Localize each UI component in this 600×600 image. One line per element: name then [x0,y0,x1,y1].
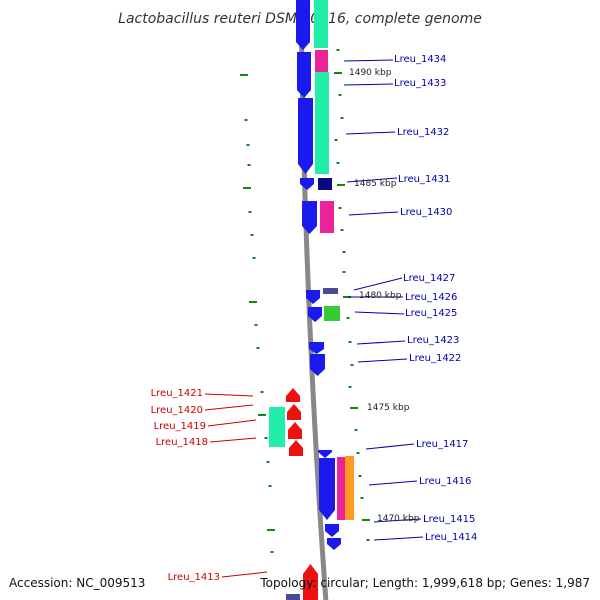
leader-line [346,177,398,183]
gene-lreu-1425-cds[interactable] [308,307,322,322]
kbp-marker-labels: 1490 kbp 1485 kbp 1480 kbp 1475 kbp 1470 kbp [349,68,420,524]
kbp-marker: 1470 kbp [377,514,420,524]
gene-label-lreu-1415[interactable]: Lreu_1415 [423,514,475,525]
gene-label-lreu-1426[interactable]: Lreu_1426 [405,292,457,303]
gene-label-lreu-1418[interactable]: Lreu_1418 [156,437,208,448]
gene-lreu-1416-feature-b[interactable] [345,456,354,520]
gene-label-lreu-1421[interactable]: Lreu_1421 [151,388,203,399]
kbp-marker: 1485 kbp [354,179,397,189]
kbp-marker: 1475 kbp [367,403,410,413]
leader-line [368,480,418,486]
leader-line [365,443,415,450]
leader-line [348,211,399,216]
gene-lreu-1433-cds[interactable] [297,52,311,98]
gene-lreu-1435-cds[interactable] [296,0,310,10]
gene-lreu-1431-feature[interactable] [318,178,332,190]
gene-lreu-1432-cds[interactable] [298,98,313,174]
gene-lreu-1434-feature[interactable] [314,0,328,48]
leader-line [357,358,408,363]
leader-line [373,536,424,541]
gene-lreu-1416-cds[interactable] [319,458,335,520]
gene-lreu-1415-cds[interactable] [325,524,339,537]
gene-label-lreu-1419[interactable]: Lreu_1419 [154,421,206,432]
gene-label-lreu-1430[interactable]: Lreu_1430 [400,207,452,218]
kbp-marker: 1490 kbp [349,68,392,78]
gene-lreu-1416-feature[interactable] [337,457,346,520]
gene-lreu-1432-feature[interactable] [315,72,329,174]
kbp-tick-marks [240,49,370,553]
leader-line [354,311,405,315]
gene-label-lreu-1416[interactable]: Lreu_1416 [419,476,471,487]
gene-lreu-1425-feature[interactable] [324,306,340,321]
leader-line [207,419,257,427]
gene-lreu-1422-cds[interactable] [310,354,325,376]
gene-lreu-1423-cds[interactable] [309,342,324,354]
gene-label-lreu-1413[interactable]: Lreu_1413 [168,572,220,583]
gene-lreu-1430-cds[interactable] [302,201,317,234]
gene-label-lreu-1414[interactable]: Lreu_1414 [425,532,477,543]
gene-lreu-1421-cds[interactable] [286,388,300,402]
leader-line [209,437,257,443]
leader-line [343,59,394,62]
leader-line [204,404,254,411]
gene-label-lreu-1431[interactable]: Lreu_1431 [398,174,450,185]
gene-label-lreu-1420[interactable]: Lreu_1420 [151,405,203,416]
gene-label-lreu-1434[interactable]: Lreu_1434 [394,54,446,65]
gene-labels: Lreu_1434 Lreu_1433 Lreu_1432 Lreu_1431 Lreu… [151,54,478,583]
leader-line [343,83,394,86]
leader-line [373,518,422,523]
gene-lreu-1433-feature[interactable] [315,50,328,72]
gene-lreu-1420-cds[interactable] [287,404,301,420]
leader-line [204,393,254,397]
gene-lreu-1418-cds[interactable] [289,440,303,456]
gene-label-lreu-1423[interactable]: Lreu_1423 [407,335,459,346]
gene-lreu-1418-feature[interactable] [269,407,285,447]
gene-label-lreu-1432[interactable]: Lreu_1432 [397,127,449,138]
gene-label-lreu-1427[interactable]: Lreu_1427 [403,273,455,284]
gene-lreu-1413-feature[interactable] [286,594,300,600]
leader-line [345,131,396,135]
leader-line [221,571,268,578]
gene-lreu-1413-cds[interactable] [303,564,318,600]
gene-label-lreu-1417[interactable]: Lreu_1417 [416,439,468,450]
gene-features [269,0,354,600]
genome-summary-text: Topology: circular; Length: 1,999,618 bp… [259,576,590,590]
gene-label-lreu-1433[interactable]: Lreu_1433 [394,78,446,89]
gene-lreu-1431-cds[interactable] [300,178,314,190]
accession-text: Accession: NC_009513 [9,576,145,590]
kbp-marker: 1480 kbp [359,291,402,301]
gene-lreu-1434-cds[interactable] [296,8,310,50]
gene-lreu-1426-cds[interactable] [306,290,320,304]
gene-lreu-1430-feature[interactable] [320,201,334,233]
leader-line [353,277,403,291]
gene-label-lreu-1422[interactable]: Lreu_1422 [409,353,461,364]
gene-lreu-1419-cds[interactable] [288,422,302,439]
label-leader-lines [204,59,424,578]
gene-label-lreu-1425[interactable]: Lreu_1425 [405,308,457,319]
gene-lreu-1414-cds[interactable] [327,538,341,550]
gene-lreu-1427-feature[interactable] [323,288,338,294]
leader-line [356,340,406,345]
gene-lreu-1417-cds[interactable] [318,450,332,458]
